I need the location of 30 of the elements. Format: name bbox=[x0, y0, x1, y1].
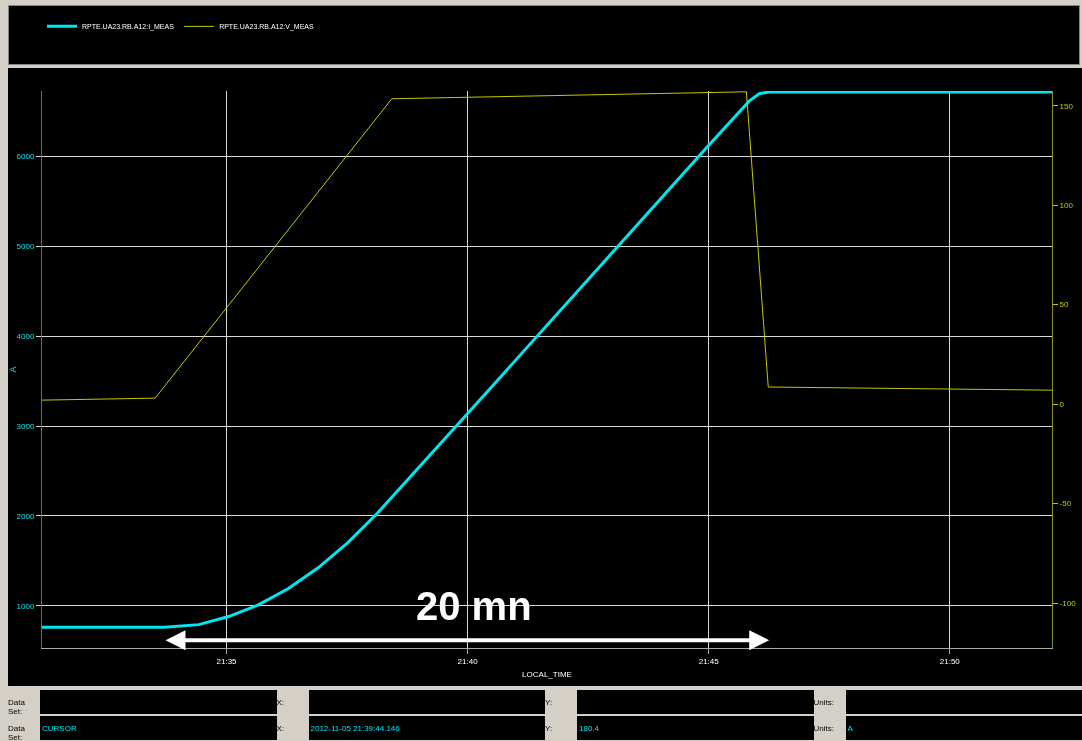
x-tick-label: 21:50 bbox=[939, 656, 961, 666]
text: X: bbox=[276, 697, 286, 709]
y2-tick-label: 0 bbox=[1059, 399, 1065, 409]
text: Y: bbox=[545, 723, 554, 735]
text-field: 180.4 bbox=[577, 716, 814, 740]
x-tick-label: 21:45 bbox=[698, 656, 720, 666]
y2-tick-label: -50 bbox=[1059, 499, 1072, 509]
y-tick-label: 3000 bbox=[16, 421, 35, 431]
text: X: bbox=[276, 723, 286, 735]
text-field: CURSOR bbox=[40, 716, 277, 740]
text: Data Set: bbox=[8, 697, 26, 716]
text-field: A bbox=[845, 716, 1082, 740]
text-field: 2012-11-05 21:39:44.146 bbox=[308, 716, 545, 740]
y2-tick-label: 150 bbox=[1059, 101, 1074, 111]
x-tick-label: 21:40 bbox=[457, 656, 479, 666]
x-tick-label: 21:35 bbox=[216, 656, 238, 666]
y2-tick-label: 50 bbox=[1059, 300, 1070, 310]
x-axis-title: LOCAL_TIME bbox=[522, 669, 572, 679]
text: Units: bbox=[813, 723, 835, 735]
y2-tick-label: 100 bbox=[1059, 200, 1074, 210]
text: Y: bbox=[545, 697, 554, 709]
y-tick-label: 1000 bbox=[16, 601, 35, 611]
y-axis-title: A bbox=[8, 366, 18, 373]
text: Data Set: bbox=[8, 723, 26, 741]
y-tick-label: 6000 bbox=[16, 152, 35, 162]
y-tick-label: 4000 bbox=[16, 332, 35, 342]
text: Units: bbox=[813, 697, 835, 709]
y-tick-label: 2000 bbox=[16, 511, 35, 521]
y2-tick-label: -100 bbox=[1059, 598, 1077, 608]
y-tick-label: 5000 bbox=[16, 242, 35, 252]
